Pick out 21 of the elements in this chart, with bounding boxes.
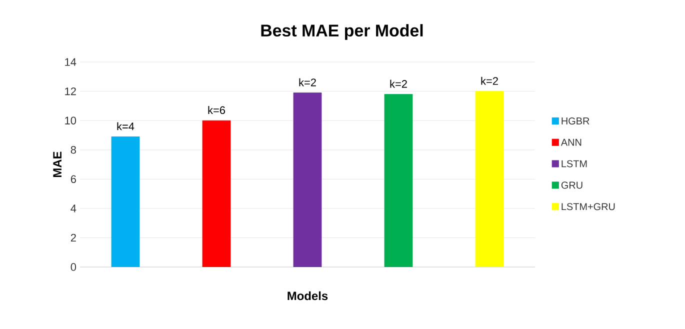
legend-label: GRU — [561, 182, 582, 189]
legend-label: LSTM — [562, 160, 587, 168]
y-tick-label: 0 — [70, 263, 76, 271]
y-tick-label: 4 — [70, 204, 76, 212]
annotation: k=6 — [208, 106, 226, 114]
chart-title: Best MAE per Model — [261, 24, 423, 40]
x-axis-title: Models — [288, 291, 328, 300]
legend-label: LSTM+GRU — [562, 203, 615, 210]
y-tick-label: 12 — [65, 87, 76, 96]
legend-label: HGBR — [562, 117, 590, 125]
y-tick-label: 10 — [65, 116, 76, 124]
y-tick-label: 14 — [65, 58, 76, 66]
annotation: k=2 — [390, 80, 407, 88]
annotation: k=2 — [481, 76, 498, 85]
annotation: k=2 — [299, 78, 316, 86]
y-tick-label: 2 — [70, 234, 76, 242]
y-axis-title: MAE — [53, 152, 62, 177]
annotation: k=4 — [117, 122, 134, 130]
y-tick-label: 6 — [70, 175, 76, 184]
legend-label: ANN — [560, 138, 582, 146]
y-tick-label: 8 — [70, 146, 76, 154]
